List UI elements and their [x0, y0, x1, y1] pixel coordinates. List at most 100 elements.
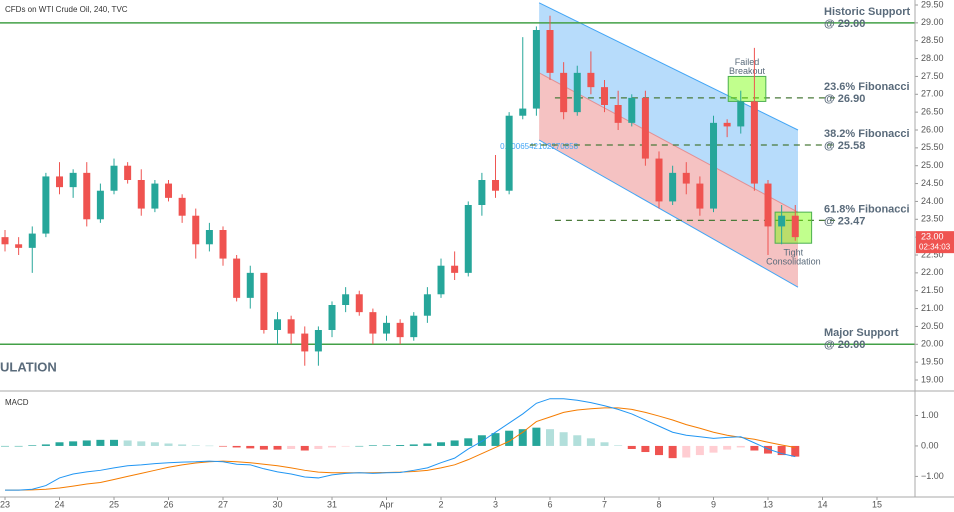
candle-body	[56, 176, 64, 188]
histogram-bar	[723, 445, 732, 450]
histogram-bar	[28, 445, 37, 446]
histogram-bar	[532, 427, 541, 446]
box-label: Consolidation	[766, 257, 821, 267]
level-label: @ 29.00	[824, 18, 865, 30]
channel-upper-area	[539, 2, 798, 213]
histogram-bar	[69, 441, 78, 446]
candle-body	[737, 101, 745, 127]
level-label: @ 25.58	[824, 140, 865, 152]
histogram-bar	[368, 445, 377, 446]
histogram-bar	[82, 440, 91, 446]
candle-body	[750, 101, 758, 184]
histogram-bar	[423, 443, 432, 446]
histogram-bar	[246, 445, 255, 449]
histogram-bar	[518, 429, 527, 446]
price-tag-label: 23.00	[921, 232, 944, 242]
x-tick-label: 26	[164, 499, 174, 509]
histogram-bar	[709, 445, 718, 453]
level-label: @ 20.00	[824, 339, 865, 351]
candle-body	[573, 72, 581, 113]
histogram-bar	[96, 439, 105, 446]
channel-label: 0.0006542102270858	[500, 142, 578, 151]
histogram-bar	[110, 439, 119, 446]
candle-body	[246, 272, 254, 298]
y-tick-label: 22.00	[921, 267, 944, 277]
candle-body	[696, 183, 704, 209]
candle-body	[601, 87, 609, 105]
candle-body	[274, 319, 282, 330]
histogram-bar	[682, 445, 691, 458]
x-tick-label: 6	[548, 499, 553, 509]
histogram-bar	[178, 444, 187, 446]
candle-body	[505, 115, 513, 191]
candle-body	[219, 230, 227, 259]
box-label: Breakout	[729, 66, 766, 76]
histogram-bar	[382, 445, 391, 446]
x-tick-label: 24	[55, 499, 65, 509]
y-tick-label: 22.50	[921, 249, 944, 259]
candle-body	[532, 30, 540, 109]
candle-body	[124, 165, 132, 180]
candle-body	[437, 265, 445, 295]
candle-body	[28, 233, 36, 248]
histogram-bar	[328, 445, 337, 448]
candle-body	[410, 315, 418, 338]
candle-body	[151, 183, 159, 209]
y-tick-label: 21.00	[921, 303, 944, 313]
candle-body	[178, 197, 186, 216]
candle-body	[723, 122, 731, 127]
candle-body	[328, 305, 336, 330]
candle-body	[655, 158, 663, 202]
histogram-bar	[341, 445, 350, 447]
candle-body	[546, 30, 554, 73]
y-tick-label: 27.00	[921, 89, 944, 99]
histogram-bar	[137, 441, 146, 446]
price-tag	[916, 231, 954, 254]
candle-body	[42, 176, 50, 234]
candle-body	[1, 237, 9, 245]
x-tick-label: 14	[818, 499, 828, 509]
histogram-bar	[259, 445, 268, 450]
histogram-bar	[396, 445, 405, 446]
histogram-bar	[505, 430, 514, 446]
histogram-bar	[300, 445, 309, 451]
x-tick-label: 7	[602, 499, 607, 509]
histogram-bar	[437, 442, 446, 446]
histogram-bar	[219, 445, 228, 447]
candle-body	[464, 205, 472, 273]
histogram-bar	[273, 445, 282, 450]
candle-body	[69, 172, 77, 188]
histogram-bar	[477, 435, 486, 446]
x-tick-label: 2	[439, 499, 444, 509]
price-tag-time: 02:34:03	[919, 242, 951, 251]
y-tick-label: 21.50	[921, 285, 944, 295]
histogram-bar	[287, 445, 296, 449]
histogram-bar	[450, 440, 459, 446]
y-tick-label: 1.00	[921, 410, 939, 420]
histogram-bar	[668, 445, 677, 459]
histogram-bar	[123, 440, 132, 446]
y-tick-label: 20.50	[921, 321, 944, 331]
x-tick-label: Apr	[380, 499, 394, 509]
histogram-bar	[600, 442, 609, 446]
histogram-bar	[627, 445, 636, 449]
candle-body	[560, 72, 568, 113]
candle-body	[369, 312, 377, 334]
histogram-bar	[573, 435, 582, 446]
side-text: ULATION	[0, 359, 57, 374]
histogram-bar	[655, 445, 664, 456]
candle-body	[287, 319, 295, 334]
x-tick-label: 23	[0, 499, 10, 509]
x-tick-label: 27	[218, 499, 228, 509]
candle-body	[519, 108, 527, 116]
candle-body	[451, 265, 459, 273]
x-tick-label: 9	[711, 499, 716, 509]
level-label: @ 26.90	[824, 93, 865, 105]
candle-body	[710, 122, 718, 209]
y-tick-label: 0.00	[921, 440, 939, 450]
candle-body	[478, 180, 486, 205]
x-tick-label: 25	[109, 499, 119, 509]
candle-body	[342, 294, 350, 305]
level-label: @ 23.47	[824, 215, 865, 227]
